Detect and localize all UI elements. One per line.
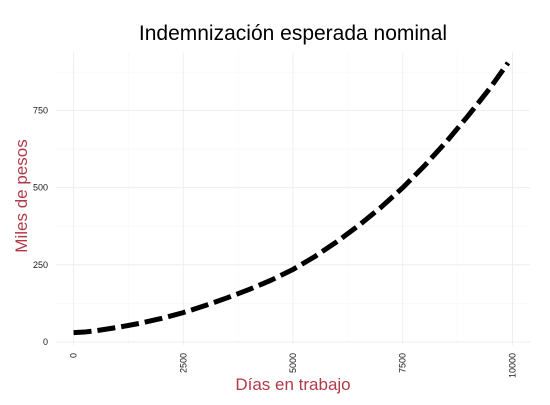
x-tick-label: 5000 bbox=[288, 353, 298, 373]
y-axis-ticks: 0 250 500 750 bbox=[33, 106, 48, 347]
y-tick-label: 250 bbox=[33, 260, 48, 270]
x-axis-title: Días en trabajo bbox=[235, 375, 350, 394]
x-tick-label: 0 bbox=[69, 353, 79, 358]
series-line bbox=[73, 61, 511, 336]
y-tick-label: 500 bbox=[33, 183, 48, 193]
y-tick-label: 0 bbox=[43, 337, 48, 347]
x-tick-label: 10000 bbox=[507, 353, 517, 378]
y-tick-label: 750 bbox=[33, 106, 48, 116]
grid bbox=[56, 52, 530, 345]
y-axis-title: Miles de pesos bbox=[12, 139, 31, 252]
chart-title: Indemnización esperada nominal bbox=[139, 22, 447, 45]
x-axis-ticks: 0 2500 5000 7500 10000 bbox=[69, 353, 518, 378]
x-tick-label: 7500 bbox=[398, 353, 408, 373]
x-tick-label: 2500 bbox=[178, 353, 188, 373]
